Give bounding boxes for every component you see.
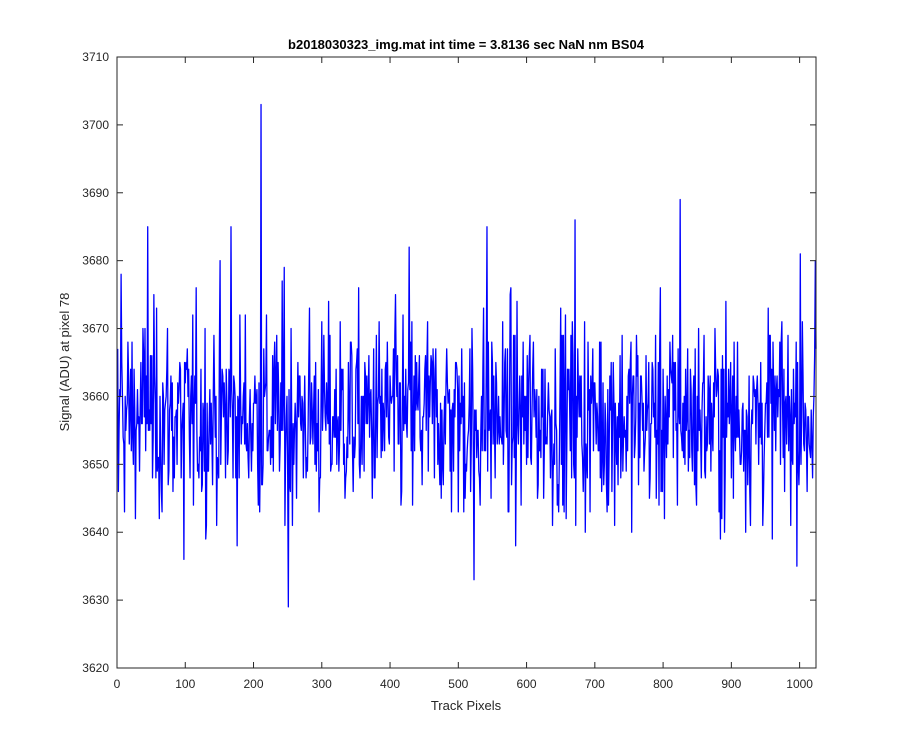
y-tick-label: 3660 (82, 389, 109, 403)
x-tick-label: 900 (721, 677, 741, 691)
y-tick-label: 3640 (82, 525, 109, 539)
x-tick-label: 1000 (786, 677, 813, 691)
y-tick-label: 3670 (82, 322, 109, 336)
y-tick-label: 3620 (82, 661, 109, 675)
x-tick-label: 0 (114, 677, 121, 691)
y-axis-label: Signal (ADU) at pixel 78 (57, 293, 72, 432)
y-tick-label: 3680 (82, 254, 109, 268)
x-axis-label: Track Pixels (431, 698, 502, 713)
y-tick-label: 3650 (82, 457, 109, 471)
plot-area (117, 57, 816, 668)
x-tick-label: 200 (244, 677, 264, 691)
chart-title: b2018030323_img.mat int time = 3.8136 se… (288, 37, 645, 52)
y-tick-label: 3630 (82, 593, 109, 607)
y-axis-ticks: 3620 3630 3640 3650 3660 3670 3680 3690 3700 3710 (82, 50, 816, 675)
series-group (117, 103, 817, 608)
signal-series-line (117, 103, 817, 608)
x-tick-label: 700 (585, 677, 605, 691)
x-tick-label: 300 (312, 677, 332, 691)
y-tick-label: 3690 (82, 186, 109, 200)
y-tick-label: 3700 (82, 118, 109, 132)
x-tick-label: 600 (517, 677, 537, 691)
x-tick-label: 500 (448, 677, 468, 691)
x-tick-label: 100 (175, 677, 195, 691)
y-tick-label: 3710 (82, 50, 109, 64)
x-tick-label: 800 (653, 677, 673, 691)
axes-box (116, 56, 817, 669)
x-tick-label: 400 (380, 677, 400, 691)
x-axis-ticks: 0 100 200 300 400 500 600 700 800 900 1000 (114, 57, 813, 691)
